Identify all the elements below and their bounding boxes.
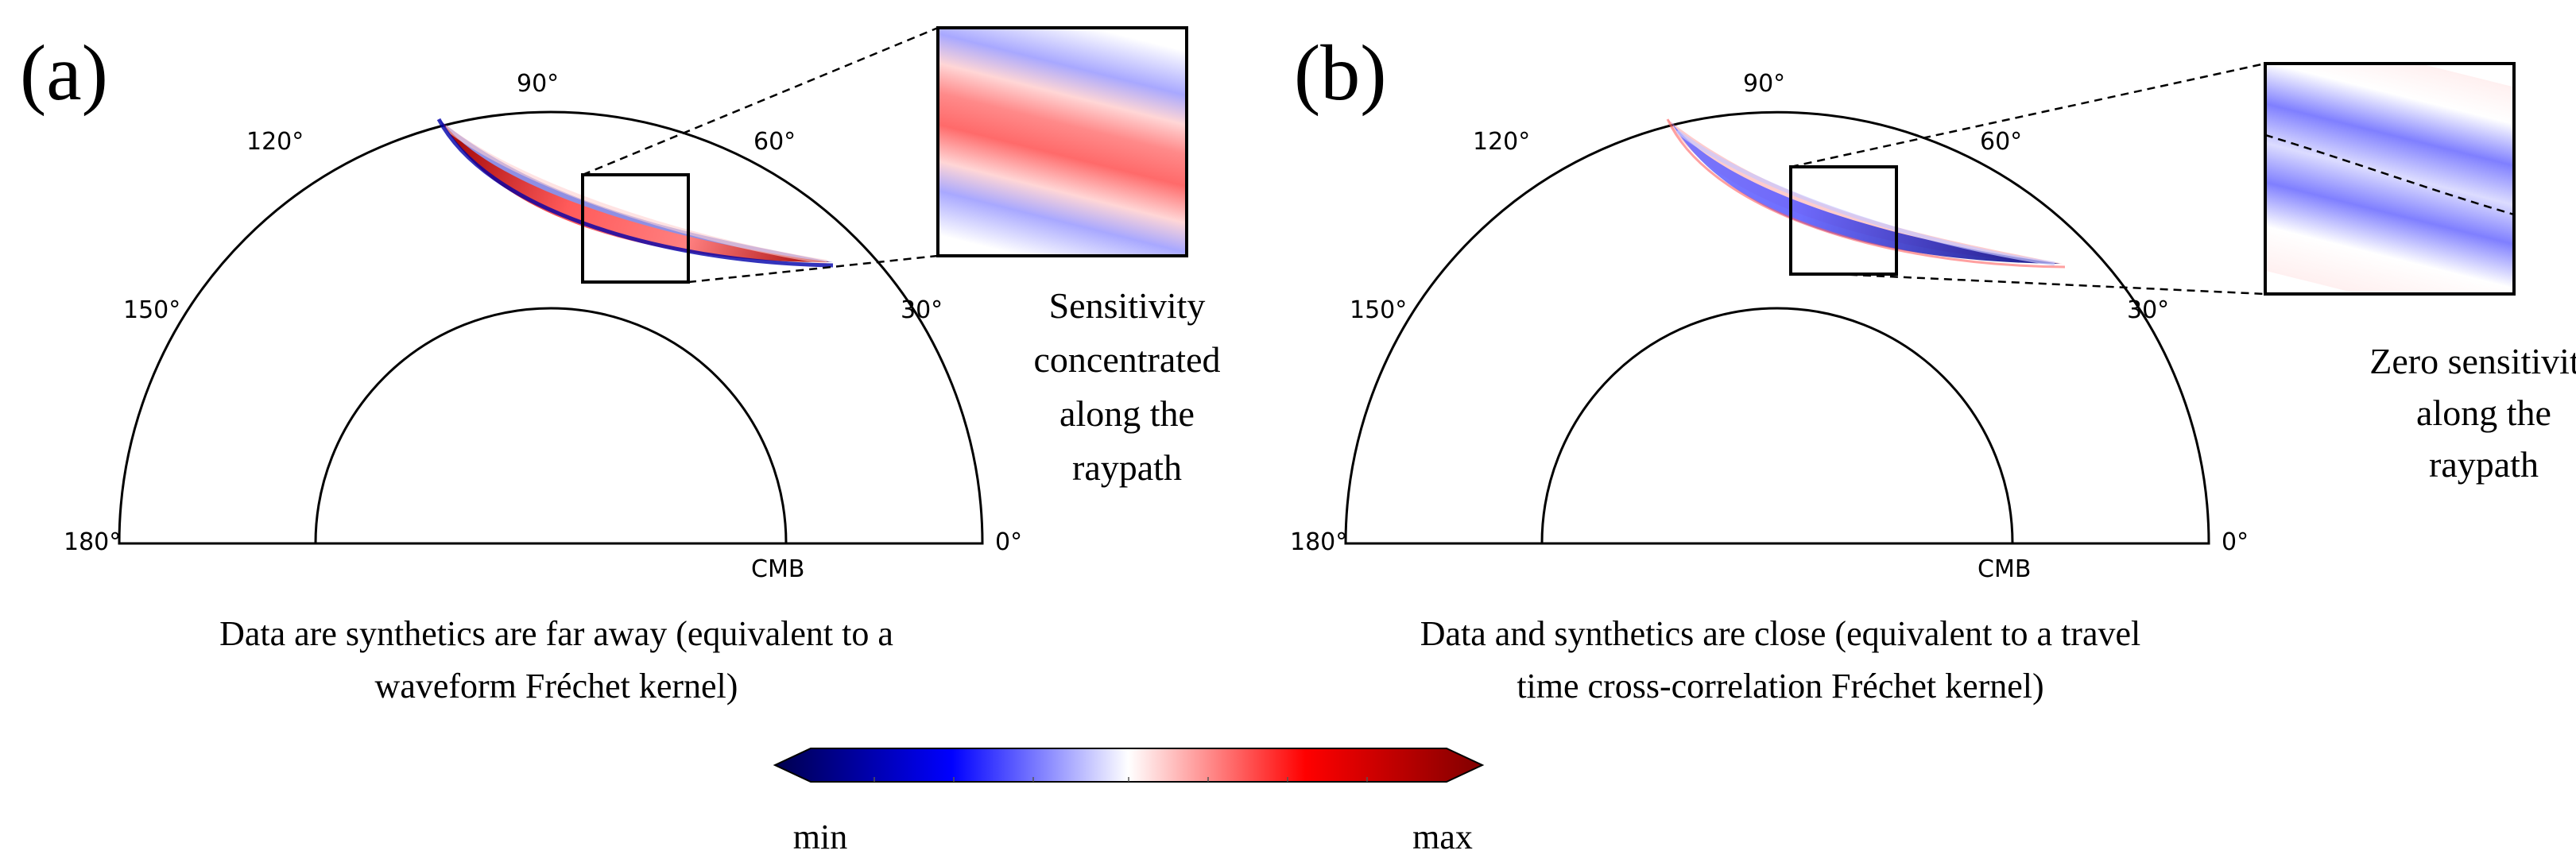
- colorbar-max-label: max: [1412, 818, 1473, 856]
- panel-a-connector-top: [582, 26, 939, 176]
- panel-a: (a) 90° 120° 60° 150° 30° 18: [20, 26, 1221, 706]
- panel-a-note-line: Sensitivity: [1049, 285, 1206, 326]
- colorbar-ticks: [874, 777, 1368, 782]
- colorbar-min-label: min: [793, 818, 847, 856]
- panel-a-caption: Data are synthetics are far away (equiva…: [219, 614, 893, 706]
- panel-b-kernel: [1666, 118, 2066, 269]
- panel-b-tick-30: 30°: [2127, 296, 2169, 324]
- panel-b-inset-frame: [2264, 62, 2516, 296]
- panel-a-tick-30: 30°: [901, 296, 943, 324]
- colorbar-bar: [773, 748, 1485, 783]
- panel-a-tick-90: 90°: [517, 70, 559, 98]
- panel-b-cmb-outline: [1540, 307, 2014, 544]
- panel-b-mantle-outline: [1344, 110, 2210, 545]
- panel-b-tick-180: 180°: [1290, 528, 1347, 556]
- panel-a-tick-0: 0°: [995, 528, 1022, 556]
- panel-b-tick-cmb: CMB: [1978, 555, 2031, 583]
- panel-b-note-line: Zero sensitivity: [2369, 341, 2576, 381]
- panel-b-caption: Data and synthetics are close (equivalen…: [1420, 614, 2141, 706]
- panel-a-note: Sensitivity concentrated along the raypa…: [1034, 285, 1221, 488]
- panel-a-tick-cmb: CMB: [751, 555, 804, 583]
- panel-a-note-line: along the: [1059, 393, 1195, 434]
- panel-b-inset: [2265, 64, 2514, 294]
- panel-b-label: (b): [1294, 29, 1387, 117]
- panel-b-tick-90: 90°: [1743, 70, 1785, 98]
- panel-a-note-line: raypath: [1072, 447, 1182, 488]
- panel-a-inset-frame: [936, 26, 1188, 257]
- panel-b-connector-bottom: [1835, 273, 2266, 296]
- panel-b-tick-150: 150°: [1350, 296, 1407, 324]
- panel-a-label: (a): [20, 29, 108, 117]
- panel-b-note-line: raypath: [2429, 444, 2539, 485]
- panel-b: (b) 90° 120° 60° 150° 30° 180° 0° CMB: [1290, 29, 2576, 706]
- panel-b-caption-line: Data and synthetics are close (equivalen…: [1420, 614, 2141, 653]
- panel-a-tick-180: 180°: [64, 528, 121, 556]
- panel-a-tick-120: 120°: [246, 128, 304, 156]
- panel-b-caption-line: time cross-correlation Fréchet kernel): [1517, 667, 2043, 706]
- panel-b-connector-top: [1790, 62, 2266, 168]
- panel-a-caption-line: waveform Fréchet kernel): [375, 667, 738, 706]
- panel-a-cmb-outline: [314, 307, 788, 544]
- panel-a-caption-line: Data are synthetics are far away (equiva…: [219, 614, 893, 653]
- panel-a-tick-60: 60°: [753, 128, 796, 156]
- panel-a-kernel: [436, 118, 834, 268]
- colorbar: min max: [773, 748, 1485, 856]
- panel-a-note-line: concentrated: [1034, 339, 1221, 380]
- panel-a-zoom-region: [581, 173, 690, 284]
- panel-b-tick-60: 60°: [1980, 128, 2022, 156]
- panel-a-mantle-outline: [118, 110, 984, 545]
- panel-a-inset: [938, 28, 1187, 256]
- panel-a-tick-150: 150°: [123, 296, 180, 324]
- panel-b-note: Zero sensitivity along the raypath: [2369, 341, 2576, 485]
- panel-b-tick-0: 0°: [2222, 528, 2249, 556]
- panel-b-note-line: along the: [2416, 392, 2551, 433]
- panel-b-tick-120: 120°: [1473, 128, 1530, 156]
- panel-a-connector-bottom: [688, 254, 939, 284]
